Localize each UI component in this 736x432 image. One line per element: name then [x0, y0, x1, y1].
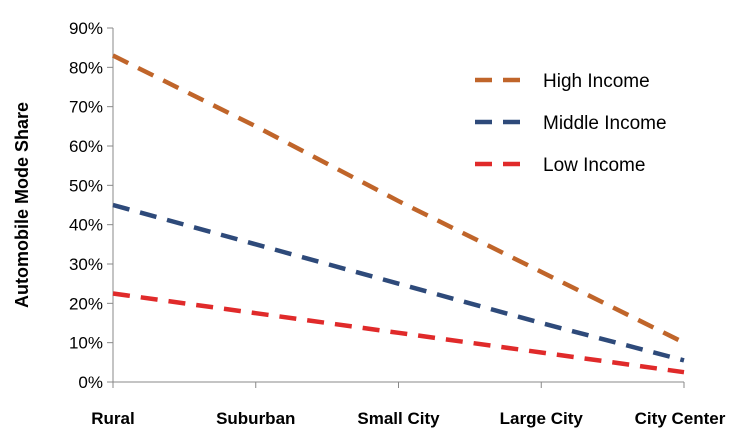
legend-label: Low Income	[543, 155, 645, 176]
legend-label: Middle Income	[543, 113, 667, 134]
x-tick-label: Rural	[91, 409, 134, 428]
y-tick-label: 10%	[69, 334, 103, 353]
y-axis: 0% 10% 20% 30% 40% 50% 60% 70% 80% 90%	[69, 19, 114, 392]
y-axis-title: Automobile Mode Share	[12, 102, 32, 308]
y-tick-label: 50%	[69, 176, 103, 195]
x-axis: Rural Suburban Small City Large City City Ce…	[91, 381, 726, 428]
y-tick-label: 70%	[69, 98, 103, 117]
y-tick-label: 30%	[69, 255, 103, 274]
legend: High Income Middle Income Low Income	[475, 71, 667, 176]
x-tick-label: Small City	[357, 409, 440, 428]
y-tick-label: 90%	[69, 19, 103, 38]
y-tick-label: 20%	[69, 294, 103, 313]
y-tick-label: 80%	[69, 58, 103, 77]
series-line-low-income	[112, 291, 685, 375]
legend-label: High Income	[543, 71, 650, 92]
series-line-high-income	[112, 53, 685, 345]
y-tick-label: 40%	[69, 216, 103, 235]
y-tick-label: 60%	[69, 137, 103, 156]
x-tick-label: City Center	[635, 409, 726, 428]
series-group	[112, 53, 685, 375]
x-tick-label: Large City	[500, 409, 584, 428]
x-tick-label: Suburban	[216, 409, 295, 428]
y-tick-label: 0%	[78, 373, 103, 392]
series-line-middle-income	[112, 202, 685, 363]
